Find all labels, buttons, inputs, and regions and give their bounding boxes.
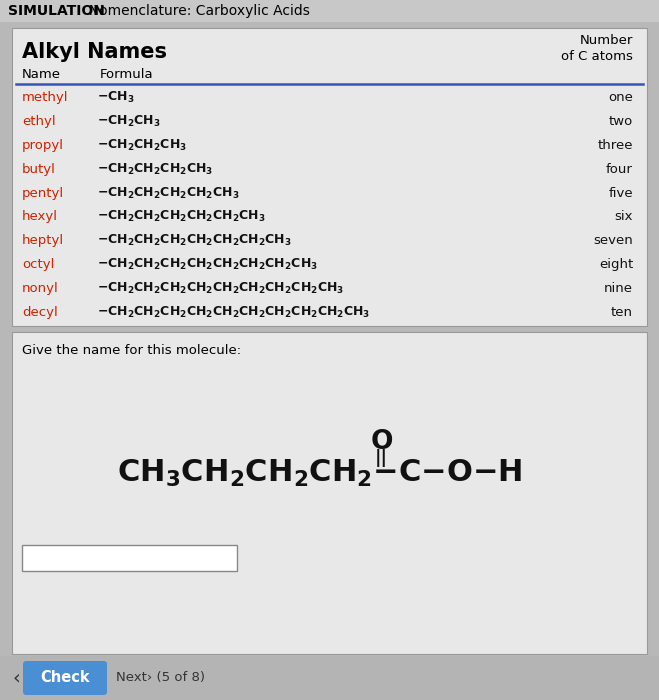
FancyBboxPatch shape [22, 545, 237, 570]
Text: methyl: methyl [22, 92, 69, 104]
Text: $\mathbf{CH_3CH_2CH_2CH_2{-}C{-}O{-}H}$: $\mathbf{CH_3CH_2CH_2CH_2{-}C{-}O{-}H}$ [117, 458, 522, 489]
FancyBboxPatch shape [0, 656, 659, 700]
Text: four: four [606, 163, 633, 176]
Text: propyl: propyl [22, 139, 64, 152]
Text: Number
of C atoms: Number of C atoms [561, 34, 633, 62]
Text: seven: seven [593, 234, 633, 247]
Text: $\mathbf{-CH_2CH_2CH_2CH_2CH_2CH_2CH_2CH_3}$: $\mathbf{-CH_2CH_2CH_2CH_2CH_2CH_2CH_2CH… [97, 257, 318, 272]
Text: Alkyl Names: Alkyl Names [22, 42, 167, 62]
Text: hexyl: hexyl [22, 211, 58, 223]
Text: $\mathbf{-CH_2CH_3}$: $\mathbf{-CH_2CH_3}$ [97, 114, 161, 130]
Text: Check: Check [40, 671, 90, 685]
Text: eight: eight [599, 258, 633, 271]
Text: octyl: octyl [22, 258, 55, 271]
Text: $\mathbf{-CH_2CH_2CH_3}$: $\mathbf{-CH_2CH_2CH_3}$ [97, 138, 187, 153]
Text: ||: || [375, 449, 388, 467]
Text: ‹: ‹ [12, 668, 20, 687]
Text: three: three [598, 139, 633, 152]
FancyBboxPatch shape [12, 332, 647, 654]
Text: $\mathbf{-CH_2CH_2CH_2CH_2CH_2CH_2CH_3}$: $\mathbf{-CH_2CH_2CH_2CH_2CH_2CH_2CH_3}$ [97, 233, 292, 248]
Text: ten: ten [611, 306, 633, 318]
Text: five: five [608, 187, 633, 199]
FancyBboxPatch shape [0, 0, 659, 22]
Text: ethyl: ethyl [22, 116, 55, 128]
Text: $\mathbf{-CH_2CH_2CH_2CH_2CH_3}$: $\mathbf{-CH_2CH_2CH_2CH_2CH_3}$ [97, 186, 239, 201]
Text: $\mathbf{-CH_2CH_2CH_2CH_2CH_2CH_2CH_2CH_2CH_3}$: $\mathbf{-CH_2CH_2CH_2CH_2CH_2CH_2CH_2CH… [97, 281, 344, 296]
Text: Give the name for this molecule:: Give the name for this molecule: [22, 344, 241, 356]
Text: decyl: decyl [22, 306, 58, 318]
Text: Nomenclature: Carboxylic Acids: Nomenclature: Carboxylic Acids [80, 4, 310, 18]
Text: O: O [370, 428, 393, 455]
Text: Next› (5 of 8): Next› (5 of 8) [116, 671, 205, 685]
Text: SIMULATION: SIMULATION [8, 4, 105, 18]
Text: six: six [614, 211, 633, 223]
Text: butyl: butyl [22, 163, 56, 176]
Text: one: one [608, 92, 633, 104]
Text: $\mathbf{-CH_2CH_2CH_2CH_2CH_2CH_2CH_2CH_2CH_2CH_3}$: $\mathbf{-CH_2CH_2CH_2CH_2CH_2CH_2CH_2CH… [97, 304, 370, 320]
Text: Name: Name [22, 67, 61, 80]
Text: Formula: Formula [100, 67, 154, 80]
Text: $\mathbf{-CH_3}$: $\mathbf{-CH_3}$ [97, 90, 134, 106]
Text: $\mathbf{-CH_2CH_2CH_2CH_2CH_2CH_3}$: $\mathbf{-CH_2CH_2CH_2CH_2CH_2CH_3}$ [97, 209, 266, 225]
Text: pentyl: pentyl [22, 187, 64, 199]
FancyBboxPatch shape [12, 28, 647, 326]
Text: $\mathbf{-CH_2CH_2CH_2CH_3}$: $\mathbf{-CH_2CH_2CH_2CH_3}$ [97, 162, 214, 177]
Text: heptyl: heptyl [22, 234, 64, 247]
FancyBboxPatch shape [23, 661, 107, 695]
Text: nine: nine [604, 282, 633, 295]
Text: nonyl: nonyl [22, 282, 59, 295]
Text: two: two [609, 116, 633, 128]
